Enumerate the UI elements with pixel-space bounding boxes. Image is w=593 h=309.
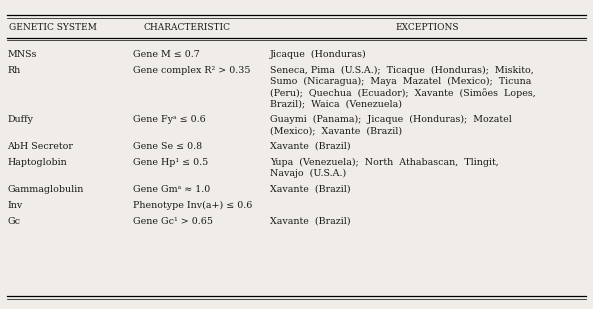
Text: Brazil);  Waica  (Venezuela): Brazil); Waica (Venezuela) [270, 99, 402, 108]
Text: Phenotype Inv(a+) ≤ 0.6: Phenotype Inv(a+) ≤ 0.6 [133, 201, 253, 210]
Text: Xavante  (Brazil): Xavante (Brazil) [270, 142, 350, 151]
Text: (Peru);  Quechua  (Ecuador);  Xavante  (Simões  Lopes,: (Peru); Quechua (Ecuador); Xavante (Simõ… [270, 88, 535, 98]
Text: GENETIC SYSTEM: GENETIC SYSTEM [9, 23, 97, 32]
Text: Gene Se ≤ 0.8: Gene Se ≤ 0.8 [133, 142, 203, 151]
Text: Rh: Rh [7, 66, 20, 75]
Text: Guaymi  (Panama);  Jicaque  (Honduras);  Mozatel: Guaymi (Panama); Jicaque (Honduras); Moz… [270, 115, 512, 124]
Text: MNSs: MNSs [7, 50, 37, 59]
Text: AbH Secretor: AbH Secretor [7, 142, 73, 151]
Text: Sumo  (Nicaragua);  Maya  Mazatel  (Mexico);  Ticuna: Sumo (Nicaragua); Maya Mazatel (Mexico);… [270, 77, 531, 86]
Text: Duffy: Duffy [7, 115, 33, 124]
Text: Gene Hp¹ ≤ 0.5: Gene Hp¹ ≤ 0.5 [133, 158, 209, 167]
Text: EXCEPTIONS: EXCEPTIONS [395, 23, 459, 32]
Text: Gene Gc¹ > 0.65: Gene Gc¹ > 0.65 [133, 217, 213, 226]
Text: Gene complex R² > 0.35: Gene complex R² > 0.35 [133, 66, 251, 75]
Text: Gc: Gc [7, 217, 20, 226]
Text: Gene M ≤ 0.7: Gene M ≤ 0.7 [133, 50, 200, 59]
Text: Gammaglobulin: Gammaglobulin [7, 185, 84, 194]
Text: CHARACTERISTIC: CHARACTERISTIC [144, 23, 230, 32]
Text: Xavante  (Brazil): Xavante (Brazil) [270, 185, 350, 194]
Text: Xavante  (Brazil): Xavante (Brazil) [270, 217, 350, 226]
Text: Gene Gmᵃ ≈ 1.0: Gene Gmᵃ ≈ 1.0 [133, 185, 211, 194]
Text: Seneca, Pima  (U.S.A.);  Ticaque  (Honduras);  Miskito,: Seneca, Pima (U.S.A.); Ticaque (Honduras… [270, 66, 534, 75]
Text: Navajo  (U.S.A.): Navajo (U.S.A.) [270, 169, 346, 178]
Text: Yupa  (Venezuela);  North  Athabascan,  Tlingit,: Yupa (Venezuela); North Athabascan, Tlin… [270, 158, 499, 167]
Text: Haptoglobin: Haptoglobin [7, 158, 67, 167]
Text: Jicaque  (Honduras): Jicaque (Honduras) [270, 50, 366, 59]
Text: Inv: Inv [7, 201, 23, 210]
Text: Gene Fyᵃ ≤ 0.6: Gene Fyᵃ ≤ 0.6 [133, 115, 206, 124]
Text: (Mexico);  Xavante  (Brazil): (Mexico); Xavante (Brazil) [270, 126, 402, 135]
